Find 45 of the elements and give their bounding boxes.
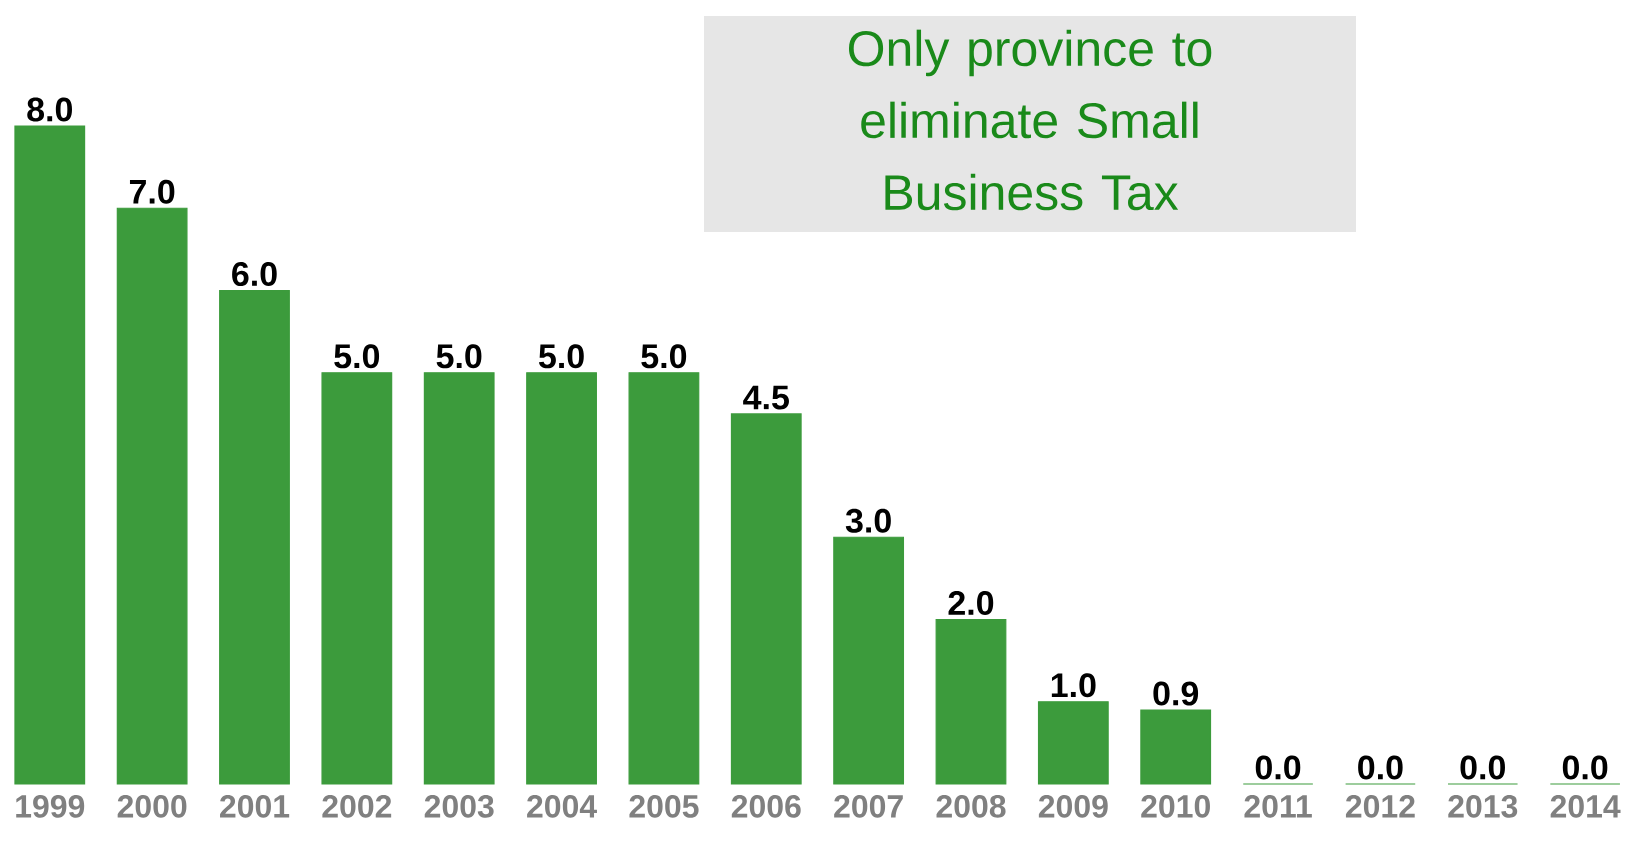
data-label: 3.0 xyxy=(845,508,891,533)
x-tick-label: 2000 xyxy=(117,795,187,818)
bar xyxy=(423,372,495,785)
bar xyxy=(1037,701,1109,785)
x-tick-label: 2009 xyxy=(1038,795,1108,818)
x-tick-label: 2010 xyxy=(1141,795,1210,818)
annotation: Only province to eliminate Small Business Tax xyxy=(848,29,1212,211)
bar xyxy=(14,125,86,785)
data-label: 2.0 xyxy=(948,591,994,616)
bar xyxy=(321,372,393,785)
x-tick-label: 2011 xyxy=(1244,795,1312,818)
bar xyxy=(116,207,188,785)
x-tick-label: 2001 xyxy=(220,795,290,818)
bar xyxy=(730,413,802,785)
data-label: 5.0 xyxy=(538,344,584,369)
data-label: 0.0 xyxy=(1460,755,1505,780)
bar xyxy=(935,618,1007,785)
x-tick-label: 2012 xyxy=(1345,795,1415,818)
x-tick-label: 2005 xyxy=(629,795,699,818)
data-label: 0.9 xyxy=(1153,681,1199,706)
data-label: 1.0 xyxy=(1051,673,1096,698)
data-label: 5.0 xyxy=(436,344,482,369)
x-tick-label: 2007 xyxy=(834,795,903,818)
x-tick-label: 1999 xyxy=(16,795,85,818)
bar xyxy=(1140,709,1212,785)
x-tick-label: 2013 xyxy=(1448,795,1518,818)
data-label: 5.0 xyxy=(334,344,380,369)
data-label: 0.0 xyxy=(1562,755,1608,780)
bar xyxy=(833,536,905,785)
data-label: 7.0 xyxy=(129,179,175,204)
bar xyxy=(219,289,290,785)
data-label: 0.0 xyxy=(1358,755,1403,780)
x-tick-label: 2006 xyxy=(731,795,801,818)
data-label: 6.0 xyxy=(232,262,277,287)
bar xyxy=(526,372,597,785)
x-tick-label: 2003 xyxy=(424,795,494,818)
data-label: 8.0 xyxy=(27,97,72,122)
x-tick-label: 2008 xyxy=(936,795,1006,818)
data-label: 4.5 xyxy=(743,385,789,410)
x-tick-label: 2002 xyxy=(322,795,392,818)
data-label: 5.0 xyxy=(641,344,687,369)
x-tick-label: 2004 xyxy=(527,795,597,818)
x-tick-label: 2014 xyxy=(1550,795,1621,818)
bar xyxy=(628,372,700,785)
data-label: 0.0 xyxy=(1255,755,1301,780)
